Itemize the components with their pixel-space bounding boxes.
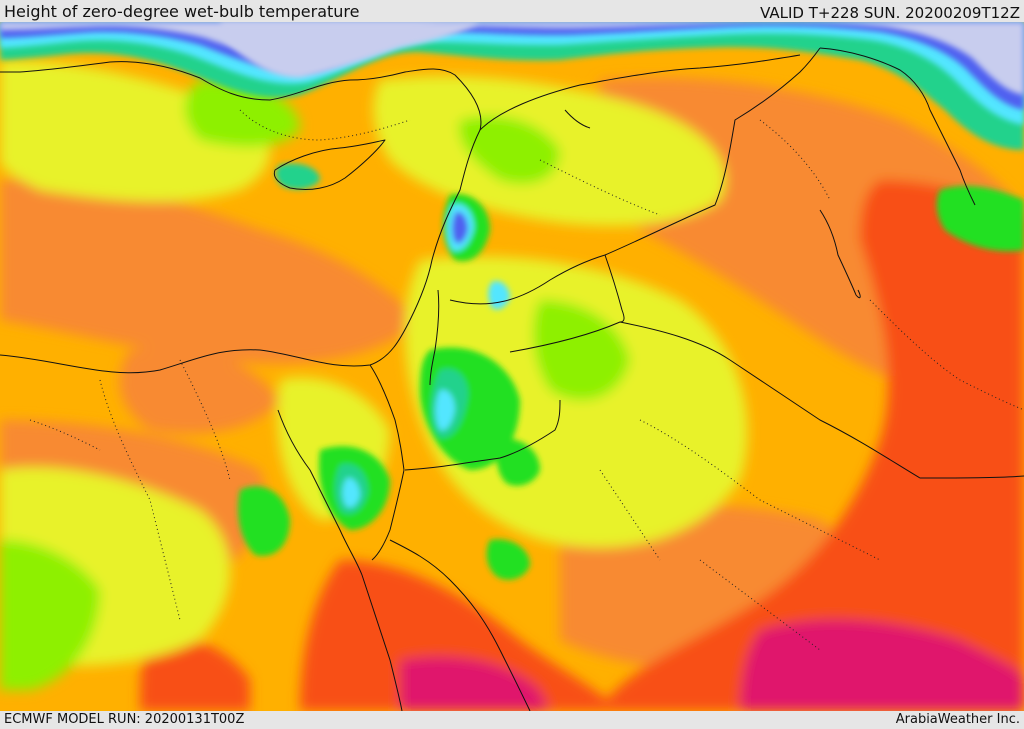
border-jordan-iraq bbox=[604, 254, 625, 323]
header-bar bbox=[0, 0, 1024, 22]
zone-orange-nile bbox=[119, 347, 280, 434]
province-lines bbox=[29, 109, 1024, 651]
model-run-label: ECMWF MODEL RUN: 20200131T00Z bbox=[4, 712, 245, 727]
forecast-map-canvas bbox=[0, 22, 1024, 711]
band-lavender-blacksea bbox=[220, 22, 480, 78]
zone-green-saudi bbox=[496, 439, 540, 486]
contour-fill-layer-fine bbox=[238, 163, 1024, 580]
border-iraq-iran bbox=[819, 47, 976, 206]
credit-label: ArabiaWeather Inc. bbox=[895, 712, 1020, 727]
coastline-layer bbox=[0, 47, 1024, 711]
province-line-4 bbox=[639, 419, 881, 561]
province-line-2 bbox=[99, 379, 181, 621]
coastline-mediterranean bbox=[0, 61, 482, 374]
coastline-gulf-of-suez bbox=[277, 409, 403, 711]
zone-green-hejaz bbox=[486, 539, 530, 580]
province-line-7 bbox=[599, 469, 661, 561]
zone-green-eastern-desert bbox=[238, 486, 290, 556]
contour-fill-layer bbox=[0, 60, 1024, 711]
northern-cold-band bbox=[0, 22, 1024, 150]
zone-red-east bbox=[600, 180, 1024, 711]
province-line-10 bbox=[29, 419, 101, 451]
zone-yellow-anatolia bbox=[0, 60, 270, 202]
border-sinai-west bbox=[369, 364, 405, 471]
zone-cyan-sinai bbox=[342, 477, 360, 508]
map-title: Height of zero-degree wet-bulb temperatu… bbox=[4, 2, 360, 21]
zone-teal-cyprus bbox=[275, 163, 320, 190]
coastline-lake-assad bbox=[564, 109, 591, 129]
coastline-gulf-of-aqaba bbox=[371, 469, 405, 561]
valid-time-label: VALID T+228 SUN. 20200209T12Z bbox=[760, 4, 1020, 22]
zone-green-iran bbox=[936, 185, 1024, 252]
province-line-9 bbox=[869, 299, 1024, 411]
zone-yellow-jordan bbox=[405, 256, 748, 548]
coastline-dead-sea bbox=[429, 289, 440, 386]
zone-red-sudan bbox=[140, 637, 250, 711]
coastline-persian-gulf bbox=[819, 209, 861, 299]
zone-orange-west bbox=[0, 178, 420, 364]
footer-bar bbox=[0, 711, 1024, 729]
zone-magenta-east bbox=[740, 619, 1024, 711]
zone-cyan-jabal bbox=[488, 280, 510, 310]
province-line-5 bbox=[699, 559, 821, 651]
zone-cyan-jordan bbox=[435, 389, 455, 431]
border-jordan-saudi bbox=[404, 399, 561, 471]
province-line-1 bbox=[179, 359, 231, 481]
zone-magenta-south bbox=[400, 656, 550, 711]
zone-lime-syria bbox=[459, 116, 560, 184]
coastline-red-sea-east bbox=[389, 539, 531, 711]
zone-blue-lebanon bbox=[452, 211, 468, 244]
border-turkey-syria bbox=[479, 54, 801, 131]
zone-lime-jordan bbox=[533, 300, 630, 400]
border-saudi-iraq bbox=[509, 321, 1024, 479]
forecast-map[interactable] bbox=[0, 22, 1024, 711]
zone-lime-sw bbox=[0, 540, 100, 690]
border-syria-iraq bbox=[449, 47, 821, 305]
coastline-cyprus bbox=[273, 139, 386, 191]
zone-red-redsea bbox=[300, 560, 620, 711]
